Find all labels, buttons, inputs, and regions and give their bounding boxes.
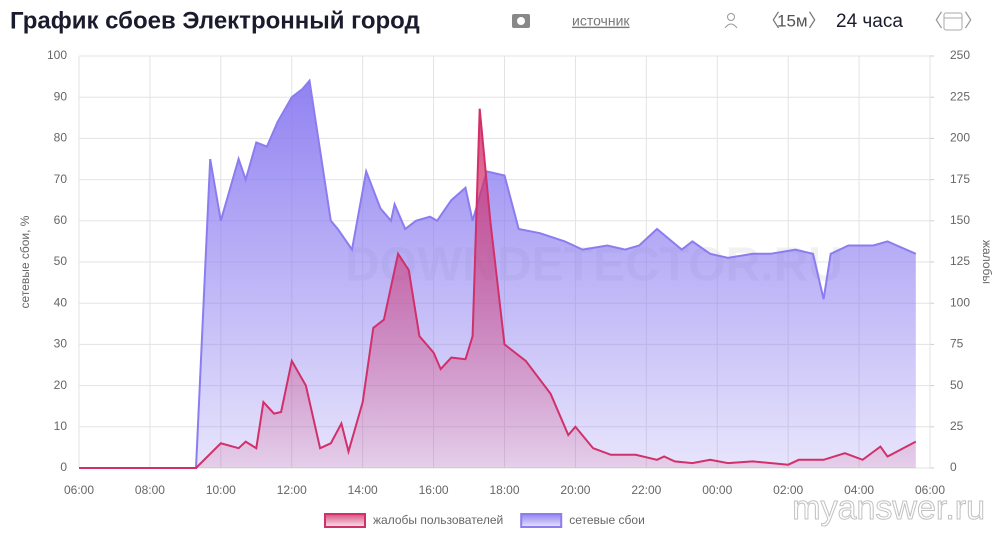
x-tick-label: 18:00 bbox=[489, 483, 519, 497]
y2-tick-label: 0 bbox=[950, 460, 957, 474]
y2-tick-label: 75 bbox=[950, 337, 964, 351]
series-line bbox=[79, 78, 917, 469]
x-tick-label: 12:00 bbox=[277, 483, 307, 497]
y-tick-label: 20 bbox=[54, 378, 68, 392]
y2-tick-label: 150 bbox=[950, 213, 970, 227]
y2-axis-label: жалобы bbox=[980, 240, 994, 284]
x-tick-label: 06:00 bbox=[64, 483, 94, 497]
legend-label: жалобы пользователей bbox=[373, 513, 503, 527]
y-tick-label: 80 bbox=[54, 131, 68, 145]
x-tick-label: 02:00 bbox=[773, 483, 803, 497]
y-tick-label: 50 bbox=[54, 254, 68, 268]
legend-swatch bbox=[520, 513, 563, 528]
user-icon[interactable] bbox=[724, 13, 738, 29]
y2-tick-label: 200 bbox=[950, 131, 970, 145]
y-tick-label: 40 bbox=[54, 295, 68, 309]
x-tick-label: 08:00 bbox=[135, 483, 165, 497]
y2-tick-label: 25 bbox=[950, 419, 964, 433]
y-tick-label: 90 bbox=[54, 89, 68, 103]
y-axis-label: сетевые сбои, % bbox=[18, 215, 32, 308]
series-line bbox=[79, 108, 917, 469]
y-tick-label: 60 bbox=[54, 213, 68, 227]
calendar-icon[interactable] bbox=[943, 12, 963, 31]
chevron[interactable]: 〈 bbox=[925, 11, 943, 31]
x-tick-label: 16:00 bbox=[419, 483, 449, 497]
y-tick-label: 70 bbox=[54, 172, 68, 186]
y2-tick-label: 225 bbox=[950, 89, 970, 103]
y2-tick-label: 100 bbox=[950, 295, 970, 309]
interval[interactable]: 15м bbox=[777, 11, 808, 30]
legend-label: сетевые сбои bbox=[569, 513, 645, 527]
y-tick-label: 30 bbox=[54, 337, 68, 351]
x-tick-label: 06:00 bbox=[915, 483, 945, 497]
x-tick-label: 10:00 bbox=[206, 483, 236, 497]
camera-icon[interactable] bbox=[512, 14, 530, 28]
x-tick-label: 14:00 bbox=[348, 483, 378, 497]
x-tick-label: 20:00 bbox=[560, 483, 590, 497]
y-tick-label: 0 bbox=[60, 460, 67, 474]
source-link[interactable]: источник bbox=[572, 13, 630, 29]
chevron[interactable]: 〈 bbox=[762, 11, 780, 31]
y2-tick-label: 175 bbox=[950, 172, 970, 186]
x-tick-label: 04:00 bbox=[844, 483, 874, 497]
y2-tick-label: 250 bbox=[950, 48, 970, 62]
x-tick-label: 00:00 bbox=[702, 483, 732, 497]
chevron[interactable]: 〉 bbox=[808, 11, 826, 31]
y-tick-label: 100 bbox=[47, 48, 67, 62]
x-tick-label: 22:00 bbox=[631, 483, 661, 497]
period[interactable]: 24 часа bbox=[836, 11, 903, 32]
chevron[interactable]: 〉 bbox=[964, 11, 982, 31]
chart-title: График сбоев Электронный город bbox=[10, 7, 420, 34]
y2-tick-label: 125 bbox=[950, 254, 970, 268]
y2-tick-label: 50 bbox=[950, 378, 964, 392]
y-tick-label: 10 bbox=[54, 419, 68, 433]
watermark: myanswer.ru bbox=[792, 489, 985, 527]
legend-swatch bbox=[324, 513, 366, 528]
